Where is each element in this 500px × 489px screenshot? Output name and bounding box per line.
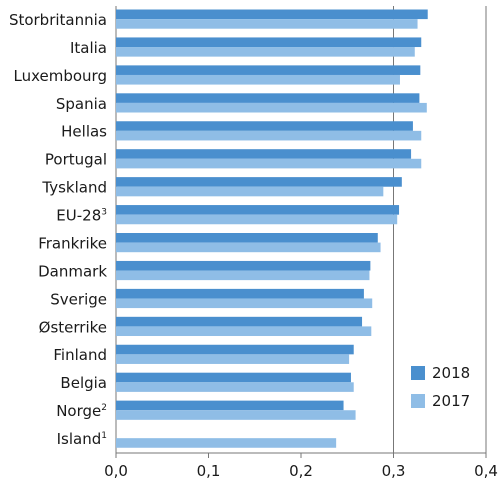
bar-2018-5 [116,149,412,159]
bar-2017-10 [116,298,373,309]
bars-group [116,9,428,448]
bar-2017-3 [116,102,427,113]
category-label-14: Norge2 [56,402,107,420]
bar-2018-11 [116,316,363,327]
bar-2018-2 [116,65,421,75]
category-label-6: Tyskland [41,179,107,197]
bar-2017-7 [116,214,398,225]
bar-2018-14 [116,400,344,411]
category-label-3: Spania [56,95,107,113]
category-label-12: Finland [53,346,107,364]
bar-2017-14 [116,410,356,420]
bar-2018-0 [116,9,428,20]
bar-2017-8 [116,242,381,253]
bar-2017-12 [116,354,350,364]
category-label-11: Østerrike [39,318,107,336]
bar-2018-9 [116,260,371,271]
category-labels: Storbritannia Italia Luxembourg Spania Hella… [9,11,107,448]
legend-label-2018: 2018 [432,364,470,382]
category-label-10: Sverige [50,290,107,308]
category-label-4: Hellas [61,123,107,141]
x-tick-label-1: 0,1 [197,462,221,480]
category-label-8: Frankrike [38,234,107,252]
bar-2017-11 [116,326,372,337]
bar-2018-8 [116,233,378,243]
category-label-1: Italia [70,39,107,57]
bar-2018-4 [116,121,413,131]
x-tick-label-0: 0,0 [104,462,128,480]
category-label-7: EU-283 [56,207,107,225]
bar-2017-1 [116,47,415,57]
category-label-5: Portugal [45,151,107,169]
legend-swatch-2017 [411,394,425,408]
bar-2018-1 [116,37,422,48]
legend-swatch-2018 [411,366,425,380]
category-label-15: Island1 [57,430,107,448]
x-tick-label-3: 0,3 [382,462,406,480]
bar-2018-10 [116,288,364,299]
category-label-2: Luxembourg [14,67,108,85]
bar-2017-15 [116,438,337,448]
category-label-0: Storbritannia [9,11,107,29]
bar-2018-7 [116,205,400,215]
x-tick-label-4: 0,4 [474,462,498,480]
bar-2017-2 [116,74,400,85]
x-tick-label-2: 0,2 [289,462,313,480]
legend: 2018 2017 [411,364,470,410]
bar-2017-6 [116,186,384,197]
category-label-13: Belgia [60,374,107,392]
bar-2018-3 [116,93,420,103]
legend-label-2017: 2017 [432,392,470,410]
bar-2017-0 [116,19,418,29]
x-axis: 0,0 0,1 0,2 0,3 0,4 [104,453,498,480]
bar-2017-4 [116,130,422,141]
category-label-9: Danmark [38,262,107,280]
bar-2017-13 [116,382,354,392]
bar-2018-6 [116,177,402,187]
bar-2018-12 [116,344,354,355]
bar-2017-9 [116,270,370,281]
bar-2017-5 [116,158,422,169]
bar-2018-13 [116,372,351,383]
